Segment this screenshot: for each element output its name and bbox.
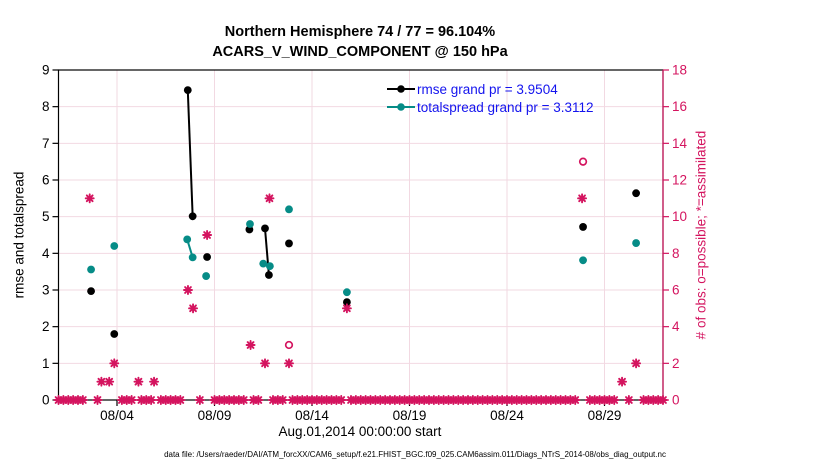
legend-label-rmse: rmse grand pr = 3.9504 (417, 81, 558, 97)
svg-text:4: 4 (672, 319, 680, 334)
svg-text:18: 18 (672, 63, 687, 78)
svg-text:16: 16 (672, 99, 687, 114)
svg-text:08/29: 08/29 (588, 408, 622, 423)
svg-text:7: 7 (42, 136, 50, 151)
svg-text:12: 12 (672, 173, 687, 188)
svg-text:6: 6 (672, 283, 680, 298)
svg-text:10: 10 (672, 209, 687, 224)
svg-text:2: 2 (42, 319, 50, 334)
svg-text:4: 4 (42, 246, 50, 261)
legend-label-totalspread: totalspread grand pr = 3.3112 (417, 99, 594, 115)
rmse-line-marker-icon (387, 85, 415, 93)
chart-title-line2: ACARS_V_WIND_COMPONENT @ 150 hPa (212, 44, 508, 60)
svg-text:14: 14 (672, 136, 688, 151)
legend-row-rmse: rmse grand pr = 3.9504 (387, 80, 594, 98)
chart-title: Northern Hemisphere 74 / 77 = 96.104% AC… (57, 22, 663, 62)
svg-text:8: 8 (42, 99, 50, 114)
chart-title-line1: Northern Hemisphere 74 / 77 = 96.104% (224, 24, 496, 40)
svg-text:9: 9 (42, 63, 50, 78)
svg-text:08/24: 08/24 (490, 408, 524, 423)
y-axis-right-label: # of obs: o=possible; *=assimilated (693, 130, 709, 340)
legend-row-totalspread: totalspread grand pr = 3.3112 (387, 98, 594, 116)
svg-text:2: 2 (672, 356, 680, 371)
svg-text:0: 0 (42, 393, 50, 408)
svg-text:8: 8 (672, 246, 680, 261)
x-axis-label: Aug.01,2014 00:00:00 start (278, 424, 442, 439)
y-axis-left-label: rmse and totalspread (11, 171, 27, 299)
legend: rmse grand pr = 3.9504 totalspread grand… (387, 80, 594, 116)
svg-text:1: 1 (42, 356, 50, 371)
svg-text:08/14: 08/14 (295, 408, 329, 423)
totalspread-line-marker-icon (387, 103, 415, 111)
svg-text:0: 0 (672, 393, 680, 408)
svg-text:3: 3 (42, 283, 50, 298)
svg-text:08/19: 08/19 (393, 408, 427, 423)
svg-text:5: 5 (42, 209, 50, 224)
svg-text:6: 6 (42, 173, 50, 188)
svg-text:08/04: 08/04 (100, 408, 134, 423)
data-file-path: data file: /Users/raeder/DAI/ATM_forcXX/… (164, 450, 666, 459)
svg-text:08/09: 08/09 (198, 408, 232, 423)
